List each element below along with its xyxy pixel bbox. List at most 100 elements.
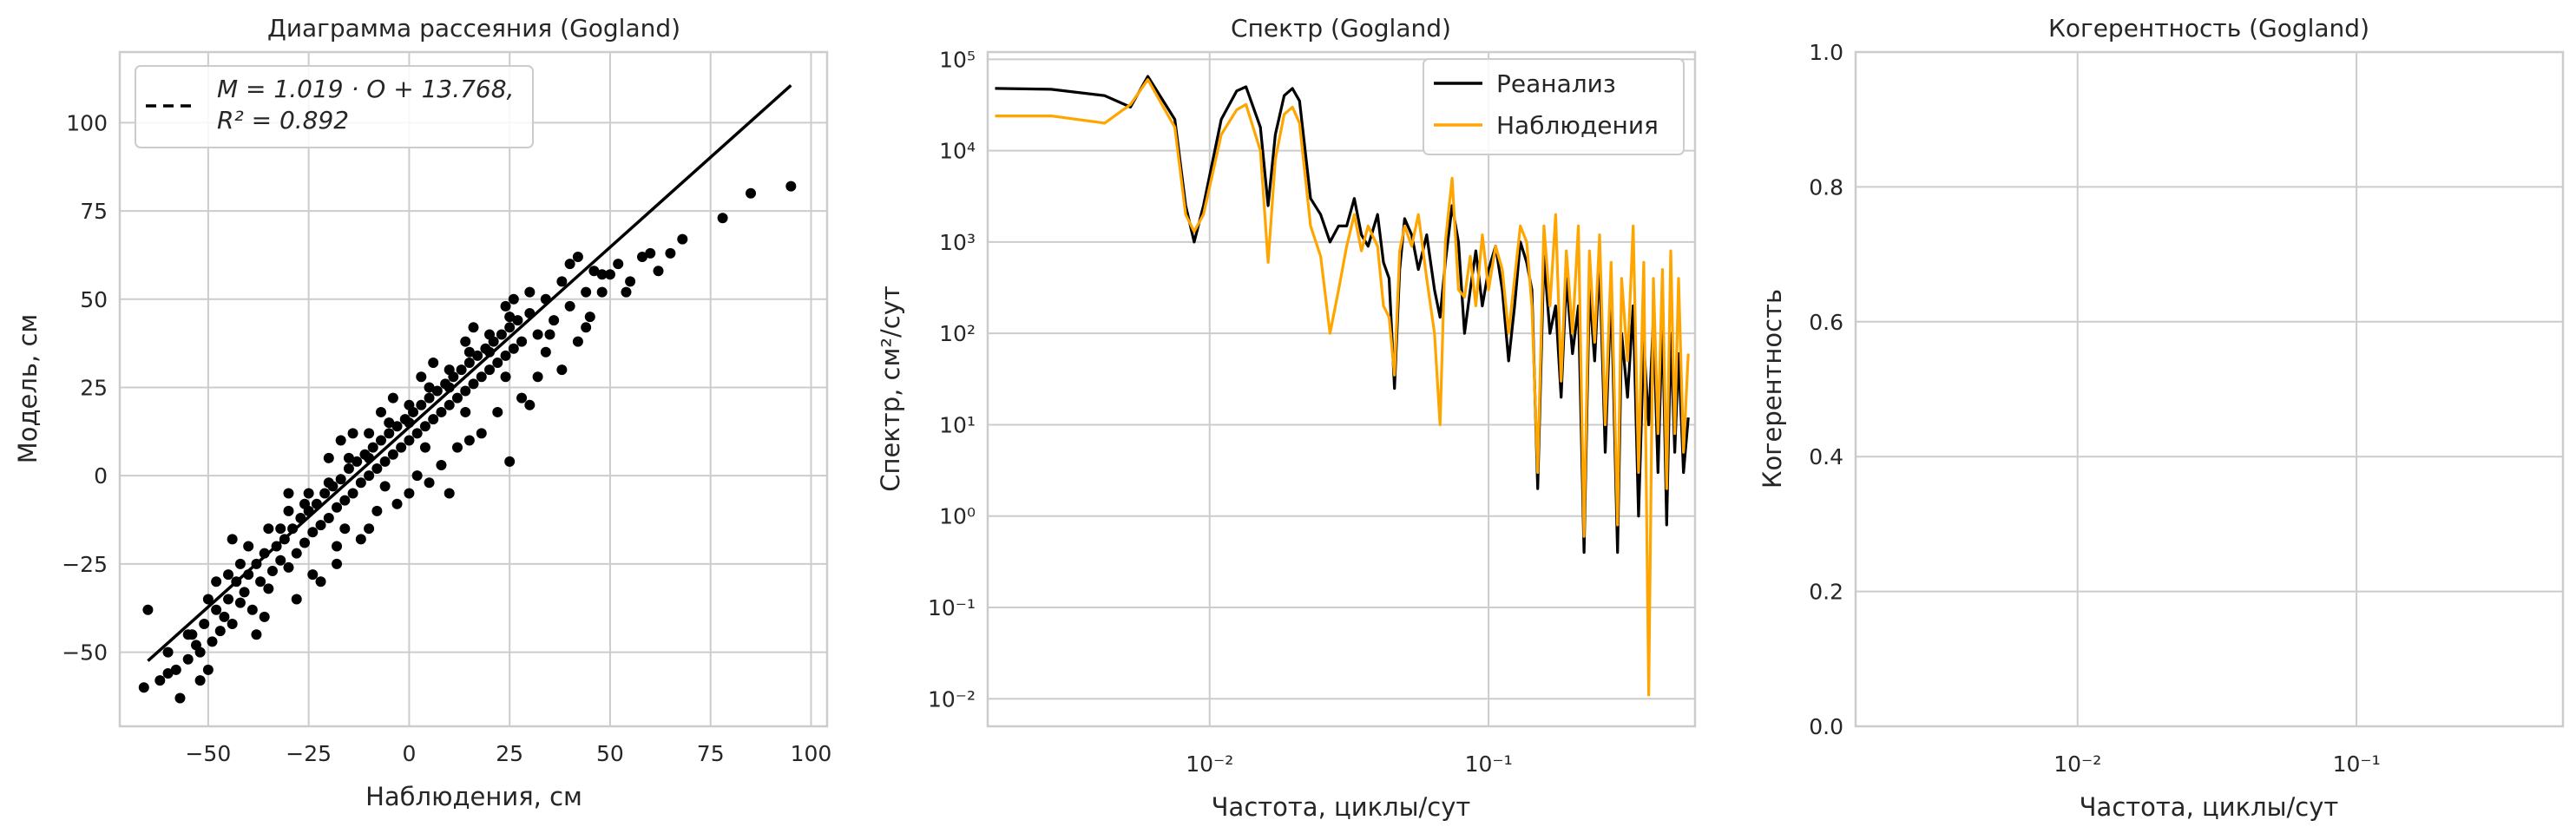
spectrum-ticks: 10⁻² 10⁻¹ 10⁻² 10⁻¹ 10⁰ 10¹ 10² 10³ 10⁴ 10⁵: [928, 47, 1513, 777]
scatter-point: [419, 421, 430, 432]
scatter-point: [223, 569, 234, 581]
scatter-point: [384, 417, 395, 429]
scatter-point: [451, 392, 463, 404]
scatter-point: [584, 312, 595, 323]
scatter-point: [564, 259, 575, 270]
scatter-point: [364, 452, 375, 463]
scatter-point: [154, 675, 166, 686]
scatter-grid: [120, 52, 827, 726]
scatter-point: [588, 266, 600, 277]
spectrum-observations-line: [995, 78, 1690, 697]
scatter-point: [416, 371, 427, 383]
scatter-point: [416, 399, 427, 410]
scatter-point: [484, 364, 496, 376]
scatter-panel: Диаграмма рассеяния (Gogland) −50 −25 0 25 5…: [13, 14, 831, 811]
scatter-point: [645, 247, 656, 259]
scatter-point: [332, 558, 343, 569]
scatter-point: [303, 488, 314, 499]
scatter-point: [496, 329, 507, 340]
spectrum-legend-reanalysis-label: Реанализ: [1496, 69, 1616, 98]
scatter-points: [138, 180, 797, 704]
scatter-point: [219, 611, 230, 622]
scatter-point: [347, 428, 358, 439]
scatter-point: [404, 399, 415, 410]
scatter-ytick-label: 50: [80, 287, 108, 312]
scatter-point: [231, 576, 242, 587]
scatter-xtick-label: 25: [496, 741, 523, 766]
scatter-point: [492, 406, 503, 417]
scatter-point: [504, 456, 516, 467]
scatter-point: [202, 594, 214, 605]
scatter-point: [508, 293, 519, 305]
scatter-point: [323, 512, 334, 523]
scatter-point: [444, 488, 455, 499]
scatter-point: [484, 329, 496, 340]
scatter-point: [263, 523, 274, 535]
scatter-point: [315, 520, 326, 531]
spectrum-legend-box: [1423, 58, 1685, 155]
scatter-point: [315, 576, 326, 587]
scatter-ytick-label: 25: [80, 375, 108, 400]
scatter-point: [785, 180, 797, 192]
scatter-point: [500, 371, 511, 383]
spectrum-reanalysis-line: [995, 75, 1690, 555]
scatter-point: [444, 382, 455, 393]
scatter-point: [544, 329, 555, 340]
coherence-xtick-label: 10⁻¹: [2333, 751, 2381, 777]
scatter-point: [275, 555, 286, 566]
scatter-point: [307, 569, 319, 581]
scatter-point: [352, 456, 363, 467]
spectrum-title: Спектр (Gogland): [1231, 14, 1451, 43]
scatter-point: [347, 488, 358, 499]
scatter-point: [291, 594, 302, 605]
scatter-point: [524, 399, 536, 410]
scatter-point: [436, 459, 447, 470]
scatter-point: [227, 534, 238, 545]
scatter-point: [504, 322, 516, 333]
scatter-point: [182, 653, 194, 665]
scatter-point: [138, 682, 149, 693]
scatter-point: [746, 187, 757, 199]
scatter-point: [404, 435, 415, 446]
scatter-point: [492, 357, 503, 368]
scatter-point: [239, 587, 250, 598]
scatter-point: [311, 498, 322, 509]
scatter-point: [460, 336, 471, 347]
scatter-point: [375, 406, 386, 417]
scatter-point: [532, 371, 543, 383]
scatter-point: [251, 629, 262, 640]
scatter-point: [396, 442, 407, 453]
spectrum-frame: [986, 50, 1697, 728]
scatter-point: [355, 534, 366, 545]
scatter-point: [251, 558, 262, 569]
coherence-title: Когерентность (Gogland): [2048, 14, 2369, 43]
scatter-point: [463, 357, 475, 368]
spectrum-ytick-label: 10⁻²: [928, 686, 976, 712]
scatter-point: [323, 477, 334, 489]
scatter-point: [295, 512, 306, 523]
scatter-point: [207, 636, 218, 647]
coherence-frame: [1854, 50, 2565, 728]
scatter-point: [214, 626, 226, 637]
scatter-point: [299, 537, 311, 548]
scatter-ytick-label: 0: [94, 463, 108, 489]
scatter-point: [202, 664, 214, 675]
scatter-point: [162, 646, 174, 658]
scatter-ylabel: Модель, см: [13, 314, 43, 464]
scatter-point: [424, 477, 435, 489]
scatter-point: [259, 548, 270, 559]
scatter-point: [299, 498, 311, 509]
scatter-point: [319, 488, 331, 499]
scatter-point: [364, 428, 375, 439]
coherence-ytick-label: 0.4: [1809, 444, 1843, 469]
scatter-point: [335, 435, 346, 446]
scatter-point: [343, 463, 354, 475]
coherence-ytick-label: 0.8: [1809, 174, 1843, 200]
scatter-point: [387, 449, 398, 460]
scatter-point: [524, 286, 536, 298]
scatter-point: [556, 276, 568, 287]
scatter-point: [424, 382, 435, 393]
scatter-legend-box: [135, 65, 534, 148]
scatter-xtick-label: 100: [791, 741, 832, 766]
